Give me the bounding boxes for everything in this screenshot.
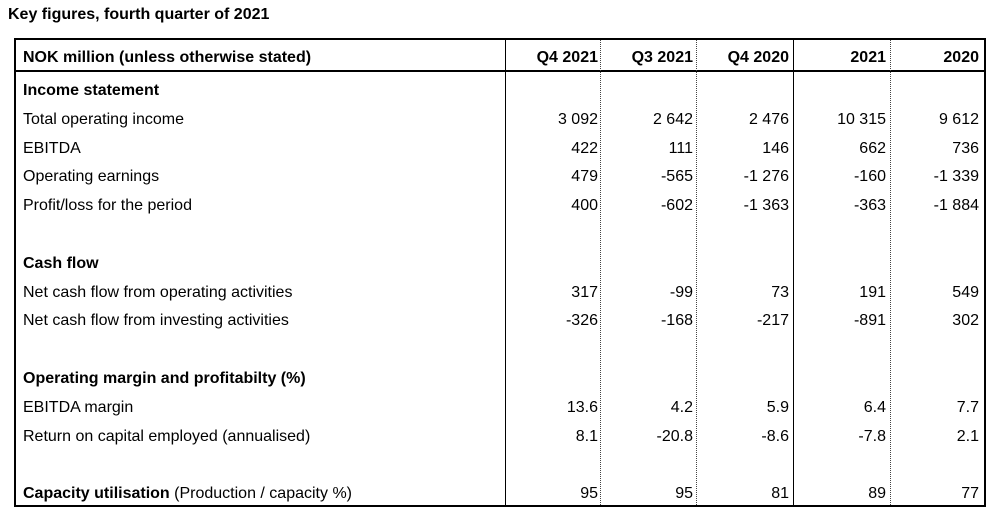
row-label: Total operating income bbox=[23, 105, 493, 134]
row-label-text: Return on capital employed (annualised) bbox=[23, 427, 311, 445]
header-label: NOK million (unless otherwise stated) bbox=[23, 49, 312, 66]
column-header-row bbox=[16, 40, 984, 72]
value-cell: 77 bbox=[961, 485, 979, 503]
row-label: Return on capital employed (annualised) bbox=[23, 422, 493, 451]
value-cell: -217 bbox=[756, 312, 789, 330]
column-separator bbox=[890, 40, 891, 505]
value-cell: 81 bbox=[771, 485, 789, 503]
value-cell: -1 339 bbox=[933, 168, 979, 186]
row-label-suffix: (Production / capacity %) bbox=[169, 485, 352, 503]
value-cell: 95 bbox=[580, 485, 598, 503]
row-label: Profit/loss for the period bbox=[23, 191, 493, 220]
value-cell: 422 bbox=[571, 139, 598, 157]
row-label-text: Total operating income bbox=[23, 110, 184, 128]
row-label: Net cash flow from operating activities bbox=[23, 278, 493, 307]
row-label: Capacity utilisation (Production / capac… bbox=[23, 479, 493, 508]
column-separator bbox=[696, 40, 697, 505]
row-label-text: Net cash flow from operating activities bbox=[23, 283, 293, 301]
section-heading: Operating margin and profitabilty (%) bbox=[23, 370, 306, 387]
row-label-text: Net cash flow from investing activities bbox=[23, 312, 289, 330]
column-separator bbox=[600, 40, 601, 505]
value-cell: 89 bbox=[868, 485, 886, 503]
value-cell: -565 bbox=[660, 168, 693, 186]
value-cell: -891 bbox=[853, 312, 886, 330]
row-label: EBITDA margin bbox=[23, 393, 493, 422]
value-cell: -8.6 bbox=[761, 427, 789, 445]
section-heading: Income statement bbox=[23, 82, 160, 99]
section-heading: Cash flow bbox=[23, 254, 99, 272]
value-cell: 736 bbox=[952, 139, 979, 157]
value-cell: 13.6 bbox=[566, 398, 598, 416]
column-header-3: 2021 bbox=[850, 49, 886, 66]
value-cell: 95 bbox=[675, 485, 693, 503]
value-cell: 146 bbox=[762, 139, 789, 157]
value-cell: 2 476 bbox=[748, 110, 789, 128]
row-label-text: EBITDA margin bbox=[23, 398, 134, 416]
column-header-0: Q4 2021 bbox=[536, 49, 598, 66]
table-title: Key figures, fourth quarter of 2021 bbox=[8, 6, 270, 23]
row-label: Net cash flow from investing activities bbox=[23, 306, 493, 335]
row-label: EBITDA bbox=[23, 134, 493, 163]
row-label-text: Operating earnings bbox=[23, 168, 160, 186]
column-header-2: Q4 2020 bbox=[727, 49, 789, 66]
row-label-text: EBITDA bbox=[23, 139, 81, 157]
value-cell: 3 092 bbox=[557, 110, 598, 128]
value-cell: -168 bbox=[660, 312, 693, 330]
value-cell: 549 bbox=[952, 283, 979, 301]
value-cell: -7.8 bbox=[858, 427, 886, 445]
column-header-1: Q3 2021 bbox=[631, 49, 693, 66]
value-cell: 7.7 bbox=[956, 398, 979, 416]
key-figures-table: NOK million (unless otherwise stated) Q4 … bbox=[14, 38, 986, 507]
value-cell: 73 bbox=[771, 283, 789, 301]
value-cell: 4.2 bbox=[670, 398, 693, 416]
value-cell: 191 bbox=[859, 283, 886, 301]
value-cell: 479 bbox=[571, 168, 598, 186]
column-separator bbox=[505, 40, 506, 505]
value-cell: 2.1 bbox=[956, 427, 979, 445]
value-cell: -1 363 bbox=[743, 197, 789, 215]
column-header-4: 2020 bbox=[943, 49, 979, 66]
value-cell: 8.1 bbox=[575, 427, 598, 445]
value-cell: 317 bbox=[571, 283, 598, 301]
value-cell: 6.4 bbox=[863, 398, 886, 416]
value-cell: -363 bbox=[853, 197, 886, 215]
value-cell: -20.8 bbox=[656, 427, 693, 445]
row-label: Operating earnings bbox=[23, 162, 493, 191]
value-cell: 5.9 bbox=[766, 398, 789, 416]
value-cell: 111 bbox=[668, 139, 693, 157]
value-cell: -99 bbox=[669, 283, 693, 301]
value-cell: 662 bbox=[859, 139, 886, 157]
value-cell: -160 bbox=[853, 168, 886, 186]
value-cell: -326 bbox=[565, 312, 598, 330]
value-cell: -1 884 bbox=[933, 197, 979, 215]
value-cell: 400 bbox=[571, 197, 598, 215]
column-separator bbox=[793, 40, 794, 505]
value-cell: -1 276 bbox=[743, 168, 789, 186]
value-cell: 302 bbox=[952, 312, 979, 330]
value-cell: -602 bbox=[660, 197, 693, 215]
row-label-text: Capacity utilisation bbox=[23, 485, 170, 503]
value-cell: 2 642 bbox=[652, 110, 693, 128]
value-cell: 10 315 bbox=[837, 110, 886, 128]
row-label-text: Profit/loss for the period bbox=[23, 197, 192, 215]
value-cell: 9 612 bbox=[938, 110, 979, 128]
